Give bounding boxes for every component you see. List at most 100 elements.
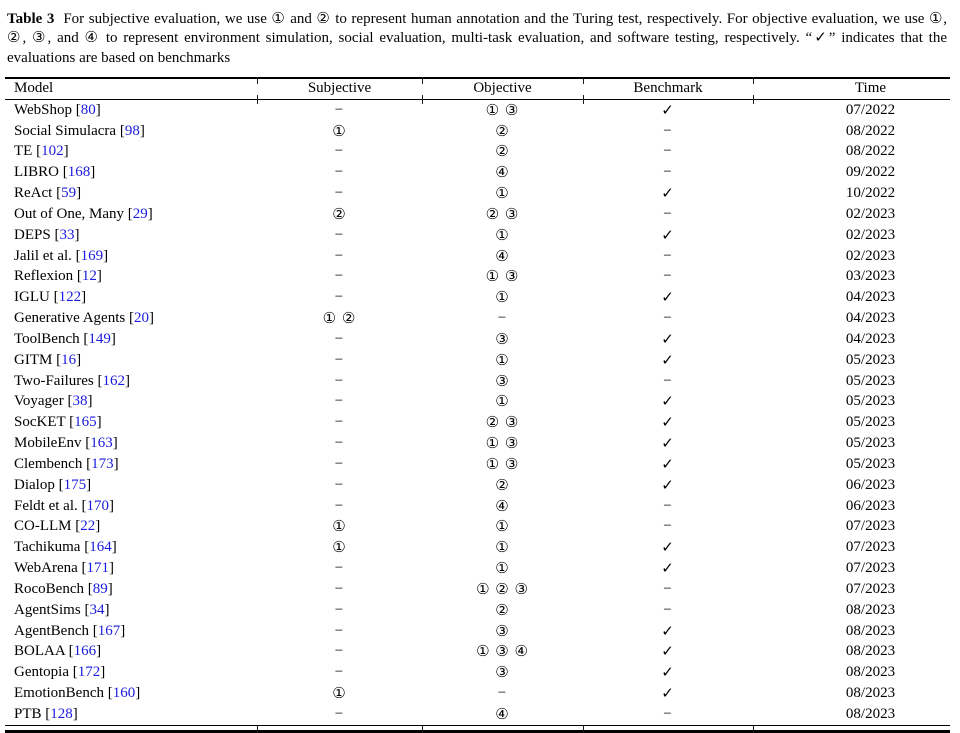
time-cell: 08/2023 (845, 601, 896, 618)
table-row: Two-Failures [162] − ③ − 05/2023 (5, 371, 950, 392)
reference-link[interactable]: 168 (67, 164, 91, 181)
reference-link[interactable]: 167 (97, 622, 121, 639)
reference-link[interactable]: 164 (89, 539, 112, 556)
reference-link[interactable]: 173 (91, 455, 114, 472)
reference-link[interactable]: 33 (59, 226, 75, 243)
time-cell: 10/2022 (845, 185, 896, 202)
model-name: LIBRO (14, 164, 59, 181)
bracket-close: ] (125, 372, 131, 389)
reference-link[interactable]: 128 (50, 705, 73, 722)
reference-link[interactable]: 169 (80, 247, 104, 264)
model-name: ReAct (14, 185, 53, 202)
table-caption-label: Table 3 (7, 11, 55, 27)
subjective-cell: ② (332, 206, 347, 223)
subjective-cell: ① ② (322, 311, 357, 328)
benchmark-cell: − (663, 310, 673, 327)
table-row: Feldt et al. [170] − ④ − 06/2023 (5, 496, 950, 517)
bracket-open: [ (97, 372, 103, 389)
bracket-open: [ (54, 226, 60, 243)
model-name: WebShop (14, 101, 72, 118)
reference-link[interactable]: 160 (112, 684, 136, 701)
reference-link[interactable]: 175 (63, 476, 87, 493)
reference-link[interactable]: 166 (73, 643, 97, 660)
bracket-close: ] (90, 164, 96, 181)
reference-link[interactable]: 59 (61, 185, 77, 202)
objective-cell: − (497, 684, 508, 701)
reference-link[interactable]: 171 (86, 560, 110, 577)
time-cell: 08/2023 (845, 684, 896, 701)
reference-link[interactable]: 102 (41, 143, 64, 160)
reference-link[interactable]: 29 (132, 205, 148, 222)
column-header-time: Time (753, 77, 950, 100)
reference-link[interactable]: 22 (80, 518, 96, 535)
objective-cell: ② (495, 602, 510, 619)
header-row: Model Subjective Objective Benchmark Tim… (5, 77, 950, 100)
bracket-open: [ (87, 580, 93, 597)
reference-link[interactable]: 38 (72, 393, 88, 410)
reference-link[interactable]: 12 (81, 268, 97, 285)
bracket-close: ] (96, 643, 102, 660)
subjective-cell: − (334, 643, 345, 660)
model-name: TE (14, 143, 33, 160)
table-row: Voyager [38] − ① ✓ 05/2023 (5, 391, 950, 412)
time-cell: 07/2023 (845, 580, 896, 597)
reference-link[interactable]: 172 (77, 664, 101, 681)
bracket-open: [ (81, 497, 87, 514)
benchmark-cell: − (663, 705, 673, 722)
column-separator-tick (583, 77, 584, 84)
time-cell: 05/2023 (845, 351, 896, 368)
reference-link[interactable]: 149 (88, 330, 111, 347)
bracket-close: ] (95, 101, 101, 118)
model-name: Voyager (14, 393, 64, 410)
objective-cell: ① (495, 227, 510, 244)
benchmark-cell: ✓ (661, 644, 675, 661)
benchmark-cell: − (663, 268, 673, 285)
benchmark-cell: − (663, 497, 673, 514)
reference-link[interactable]: 80 (80, 101, 96, 118)
benchmark-cell: ✓ (661, 665, 675, 682)
column-separator-tick (257, 77, 258, 84)
bracket-open: [ (75, 518, 81, 535)
reference-link[interactable]: 163 (90, 435, 113, 452)
subjective-cell: − (334, 164, 345, 181)
table: Model Subjective Objective Benchmark Tim… (5, 76, 950, 726)
reference-link[interactable]: 98 (124, 122, 140, 139)
table-row: Gentopia [172] − ③ ✓ 08/2023 (5, 662, 950, 683)
time-cell: 05/2023 (845, 455, 896, 472)
objective-cell: ① (495, 540, 510, 557)
reference-link[interactable]: 170 (86, 497, 110, 514)
table-row: Jalil et al. [169] − ④ − 02/2023 (5, 246, 950, 267)
model-name: GITM (14, 351, 53, 368)
model-name: RocoBench (14, 580, 84, 597)
reference-link[interactable]: 162 (102, 372, 126, 389)
bracket-open: [ (84, 601, 90, 618)
model-name: SocKET (14, 414, 66, 431)
reference-link[interactable]: 165 (74, 414, 97, 431)
bracket-open: [ (76, 268, 82, 285)
reference-link[interactable]: 122 (58, 289, 82, 306)
reference-link[interactable]: 20 (133, 310, 149, 327)
bracket-close: ] (87, 393, 93, 410)
bracket-open: [ (75, 247, 81, 264)
bracket-open: [ (72, 664, 78, 681)
reference-link[interactable]: 89 (92, 580, 108, 597)
table-row: TE [102] − ② − 08/2022 (5, 142, 950, 163)
bracket-open: [ (62, 164, 68, 181)
time-cell: 04/2023 (845, 289, 896, 306)
objective-cell: ④ (495, 165, 510, 182)
reference-link[interactable]: 34 (89, 601, 105, 618)
benchmark-cell: ✓ (661, 415, 675, 432)
table-row: Dialop [175] − ② ✓ 06/2023 (5, 475, 950, 496)
bracket-close: ] (74, 226, 80, 243)
objective-cell: ③ (495, 331, 510, 348)
benchmark-cell: − (663, 518, 673, 535)
subjective-cell: ① (332, 123, 347, 140)
bracket-close: ] (95, 518, 101, 535)
time-cell: 06/2023 (845, 476, 896, 493)
subjective-cell: − (334, 476, 345, 493)
bracket-open: [ (75, 101, 81, 118)
table-row: Tachikuma [164] ① ① ✓ 07/2023 (5, 537, 950, 558)
table-row: DEPS [33] − ① ✓ 02/2023 (5, 225, 950, 246)
reference-link[interactable]: 16 (61, 351, 77, 368)
subjective-cell: − (334, 185, 345, 202)
